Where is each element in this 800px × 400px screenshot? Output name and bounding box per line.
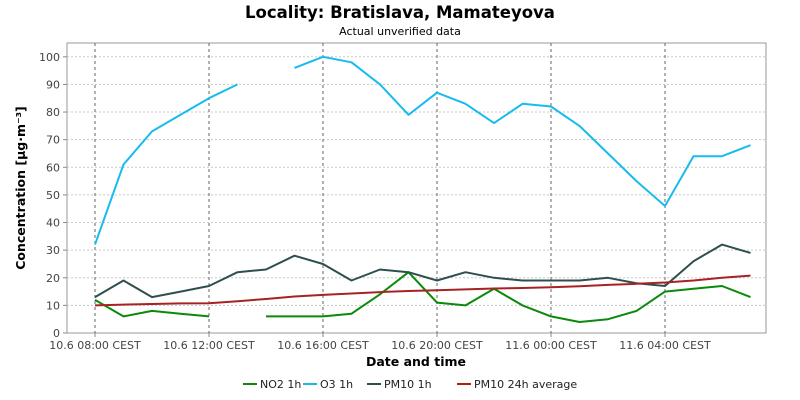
y-tick-label: 80 xyxy=(46,106,60,119)
y-tick-label: 100 xyxy=(39,51,60,64)
plot-area xyxy=(66,42,767,334)
y-tick-label: 0 xyxy=(53,327,60,340)
x-tick-label: 10.6 16:00 CEST xyxy=(277,339,369,352)
y-tick-label: 10 xyxy=(46,299,60,312)
legend-item: NO2 1h xyxy=(243,378,301,391)
legend-item: PM10 1h xyxy=(367,378,432,391)
chart-subtitle: Actual unverified data xyxy=(339,25,461,38)
legend-item: PM10 24h average xyxy=(457,378,577,391)
legend-label: NO2 1h xyxy=(260,378,301,391)
series-line xyxy=(94,299,210,318)
grid-lines xyxy=(67,43,766,333)
legend-label: O3 1h xyxy=(320,378,353,391)
y-tick-label: 60 xyxy=(46,161,60,174)
legend: NO2 1h O3 1h PM10 1h PM10 24h average xyxy=(243,378,577,391)
y-tick-label: 40 xyxy=(46,217,60,230)
series-o3-1h xyxy=(94,55,751,245)
series-line xyxy=(94,83,238,245)
series-line xyxy=(94,274,751,307)
y-axis-label: Concentration [µg·m⁻³] xyxy=(13,106,28,270)
y-tick-label: 30 xyxy=(46,244,60,257)
y-axis-ticks: 0 10 20 30 40 50 60 70 80 90 100 xyxy=(39,51,67,340)
x-tick-label: 10.6 08:00 CEST xyxy=(49,339,141,352)
x-axis-label: Date and time xyxy=(366,354,466,369)
series-pm10-24h-average xyxy=(94,274,751,307)
x-tick-label: 10.6 12:00 CEST xyxy=(163,339,255,352)
y-tick-label: 90 xyxy=(46,78,60,91)
chart-title: Locality: Bratislava, Mamateyova xyxy=(245,3,555,22)
x-tick-label: 11.6 00:00 CEST xyxy=(505,339,597,352)
legend-label: PM10 1h xyxy=(384,378,432,391)
series-no2-1h xyxy=(94,271,751,323)
y-tick-label: 50 xyxy=(46,189,60,202)
x-tick-label: 11.6 04:00 CEST xyxy=(619,339,711,352)
series-lines xyxy=(94,55,751,323)
x-tick-label: 10.6 20:00 CEST xyxy=(391,339,483,352)
y-tick-label: 20 xyxy=(46,272,60,285)
legend-item: O3 1h xyxy=(303,378,353,391)
series-line xyxy=(266,271,751,323)
x-axis-ticks: 10.6 08:00 CEST 10.6 12:00 CEST 10.6 16:00… xyxy=(49,333,711,352)
legend-label: PM10 24h average xyxy=(474,378,577,391)
series-line xyxy=(294,55,751,207)
y-tick-label: 70 xyxy=(46,134,60,147)
